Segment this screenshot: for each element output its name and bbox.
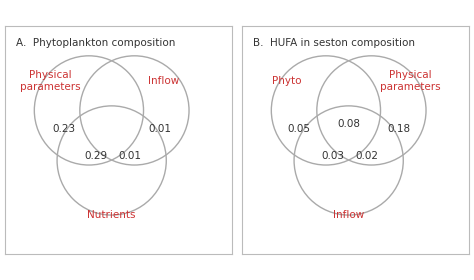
- Text: Physical
parameters: Physical parameters: [20, 70, 81, 92]
- Text: 0.18: 0.18: [387, 124, 410, 134]
- Text: Inflow: Inflow: [148, 76, 180, 86]
- Text: Inflow: Inflow: [333, 210, 365, 220]
- Text: Physical
parameters: Physical parameters: [380, 70, 440, 92]
- Text: Nutrients: Nutrients: [87, 210, 136, 220]
- Text: 0.29: 0.29: [84, 151, 107, 161]
- Text: 0.03: 0.03: [321, 151, 344, 161]
- Text: 0.01: 0.01: [118, 151, 141, 161]
- Text: 0.02: 0.02: [356, 151, 378, 161]
- Text: 0.01: 0.01: [148, 124, 171, 134]
- Text: 0.23: 0.23: [52, 124, 75, 134]
- Text: Phyto: Phyto: [273, 76, 302, 86]
- Text: 0.08: 0.08: [337, 119, 360, 129]
- Text: 0.05: 0.05: [287, 124, 310, 134]
- Text: B.  HUFA in seston composition: B. HUFA in seston composition: [253, 38, 415, 48]
- Text: A.  Phytoplankton composition: A. Phytoplankton composition: [16, 38, 175, 48]
